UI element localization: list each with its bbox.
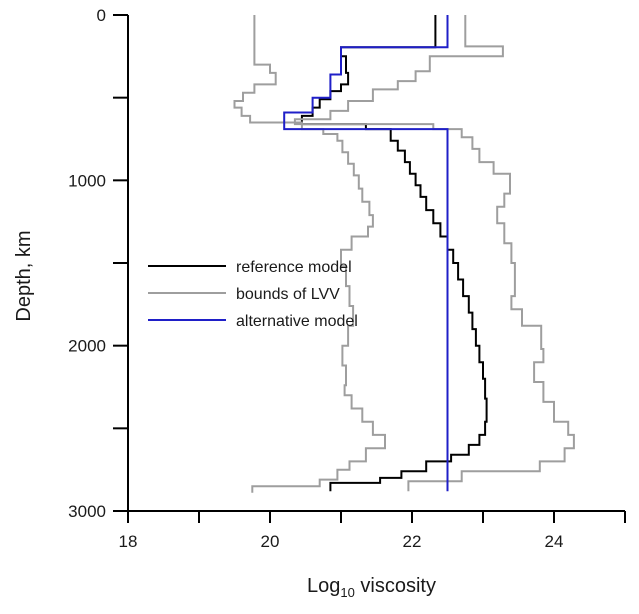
y-tick-label: 3000 (68, 502, 106, 521)
legend-label: alternative model (236, 313, 358, 330)
x-axis-title-main: Log (307, 575, 340, 597)
x-tick-label: 18 (119, 532, 138, 551)
x-axis-title-subscript: 10 (340, 585, 354, 600)
series-line-alternative-model (283, 15, 449, 492)
x-axis-title: Log10 viscosity (307, 575, 436, 600)
legend-label: reference model (236, 259, 352, 276)
x-axis-title-rest: viscosity (355, 575, 436, 597)
legend: reference model bounds of LVV alternative … (148, 259, 358, 330)
series-layer (233, 15, 575, 493)
x-tick-label: 22 (403, 532, 422, 551)
series-line-bound-2 (293, 15, 575, 492)
axes-layer: 0 1000 2000 3000 18 20 22 24 (68, 6, 626, 551)
legend-label: bounds of LVV (236, 286, 340, 303)
y-axis-title: Depth, km (13, 230, 35, 321)
x-tick-label: 20 (261, 532, 280, 551)
series-line-reference-model (300, 15, 488, 492)
x-tick-label: 24 (545, 532, 564, 551)
series-line-bounds-of-lvv (233, 15, 386, 493)
y-tick-label: 0 (97, 6, 106, 25)
y-tick-label: 1000 (68, 171, 106, 190)
y-tick-label: 2000 (68, 337, 106, 356)
